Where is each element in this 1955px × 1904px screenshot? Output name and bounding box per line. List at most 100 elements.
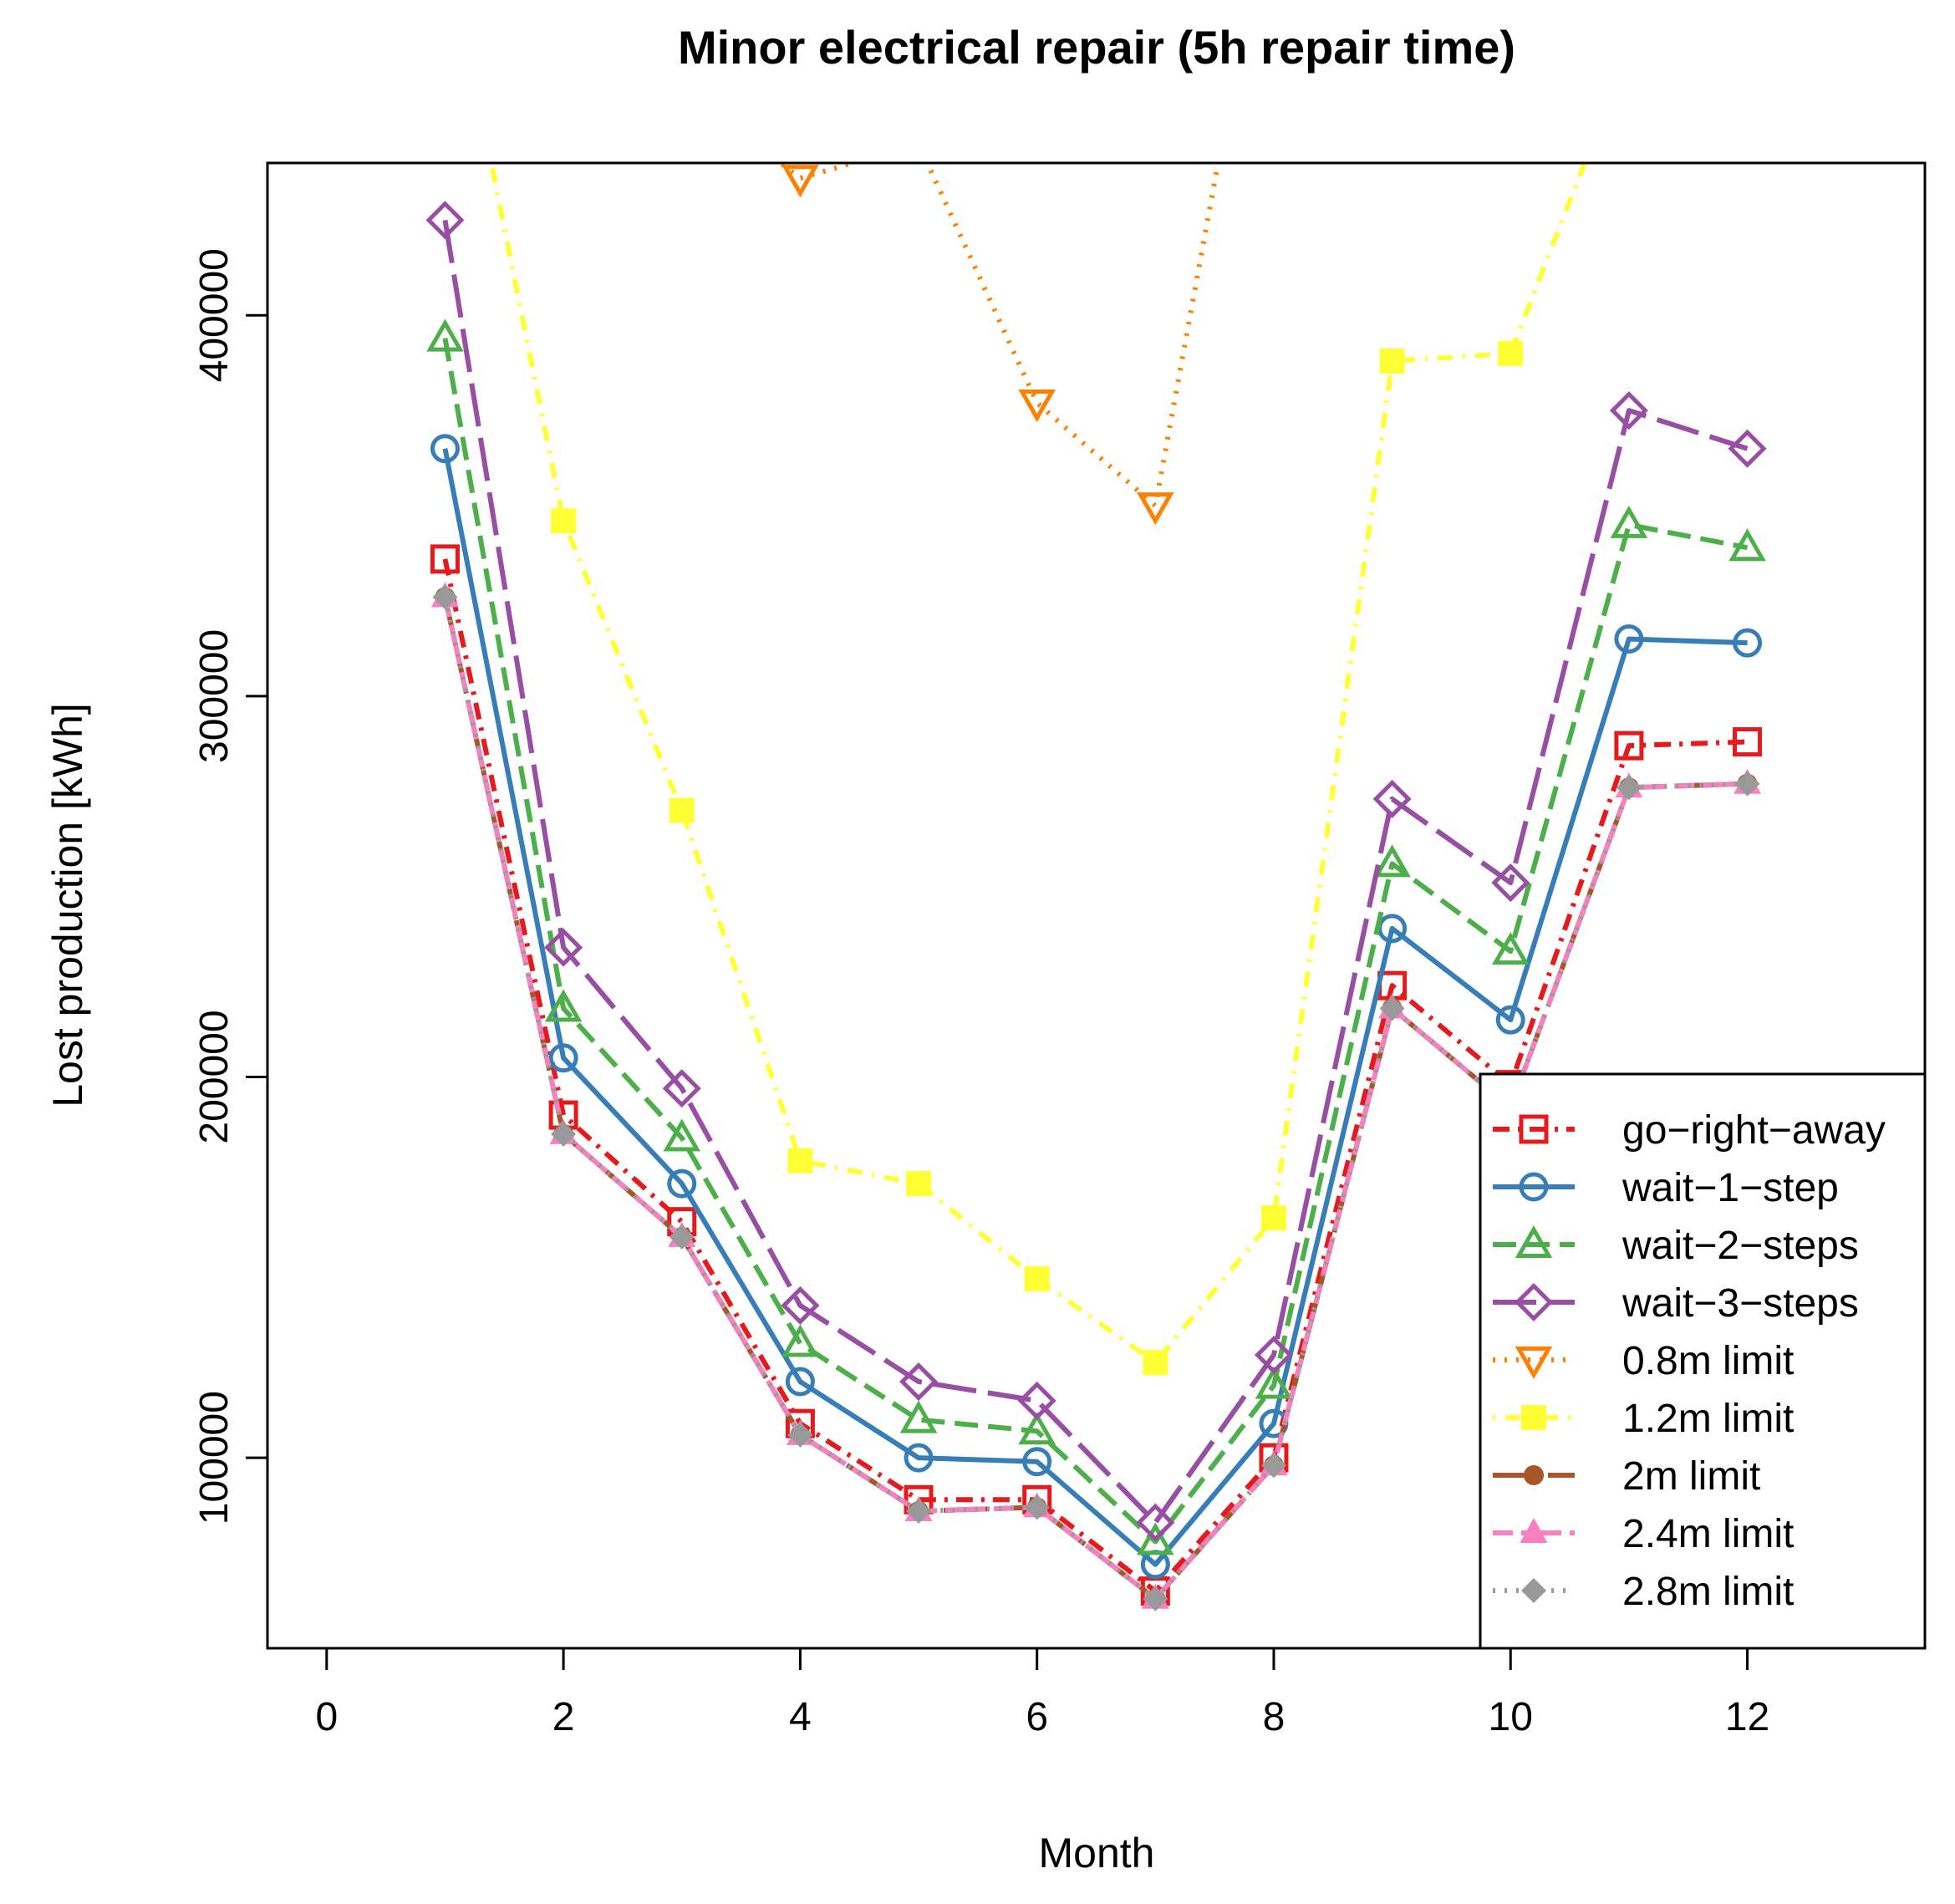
- data-point: [1137, 1522, 1174, 1555]
- data-point: [1491, 863, 1530, 903]
- series-line: [442, 448, 1748, 1567]
- legend-marker: [1521, 1405, 1546, 1430]
- data-point: [1260, 1205, 1286, 1231]
- data-point: [1734, 771, 1760, 797]
- legend-box: [1479, 1072, 1927, 1650]
- series-line: [442, 219, 1749, 1525]
- data-point: [430, 434, 460, 464]
- legend-label: wait−1−step: [1622, 1166, 1839, 1210]
- legend-item: 2.4m limit: [1493, 1512, 1794, 1556]
- data-point: [787, 1148, 813, 1173]
- data-point: [1728, 528, 1766, 562]
- x-axis: 0 2 4 6 8 10 12: [315, 1647, 1769, 1739]
- data-point: [1254, 1336, 1293, 1375]
- data-point: [1018, 1412, 1056, 1445]
- data-point: [1024, 1266, 1050, 1292]
- data-point: [781, 1324, 819, 1357]
- data-point: [1379, 995, 1405, 1021]
- legend-marker: [1521, 1578, 1546, 1603]
- data-point: [1498, 340, 1524, 366]
- series-line: [442, 596, 1748, 1601]
- data-point: [662, 1069, 701, 1108]
- legend-item: wait−1−step: [1493, 1166, 1839, 1210]
- legend-item: wait−2−steps: [1493, 1224, 1859, 1268]
- series-line: [776, 163, 1221, 509]
- legend-marker: [1514, 1282, 1554, 1322]
- y-tick-label: 300000: [192, 629, 237, 763]
- data-point: [1137, 492, 1174, 526]
- legend-marker: [1519, 1114, 1549, 1144]
- data-point: [667, 1168, 697, 1199]
- x-tick-label: 6: [1026, 1695, 1048, 1739]
- data-point: [781, 165, 819, 198]
- data-point: [1018, 389, 1056, 423]
- x-tick-label: 2: [552, 1695, 575, 1739]
- data-point: [430, 544, 460, 574]
- chart-title: Minor electrical repair (5h repair time): [678, 21, 1515, 74]
- series-3: [425, 201, 1767, 1542]
- data-point: [906, 1498, 932, 1524]
- data-point: [1136, 1503, 1175, 1542]
- data-point: [1614, 731, 1644, 761]
- data-point: [1017, 1381, 1056, 1420]
- data-point: [781, 1285, 820, 1325]
- data-point: [1379, 348, 1405, 374]
- series-line: [442, 558, 1748, 1594]
- legend-label: 2m limit: [1622, 1454, 1760, 1499]
- data-point: [548, 1043, 578, 1073]
- data-point: [1733, 628, 1763, 658]
- y-tick-label: 400000: [192, 248, 237, 382]
- data-point: [1614, 624, 1644, 654]
- x-tick-label: 12: [1725, 1695, 1769, 1739]
- legend: go−right−away wait−1−step wait−2−steps wait…: [1479, 1072, 1927, 1650]
- data-point: [1024, 1494, 1050, 1520]
- data-point: [669, 1224, 695, 1250]
- series-8: [432, 584, 1760, 1611]
- x-tick-label: 0: [315, 1695, 338, 1739]
- data-point: [663, 1118, 701, 1152]
- data-point: [1609, 391, 1648, 430]
- legend-marker: [1515, 1347, 1553, 1380]
- data-point: [425, 201, 465, 240]
- data-point: [669, 797, 695, 823]
- legend-label: 0.8m limit: [1622, 1339, 1794, 1383]
- data-point: [918, 163, 919, 164]
- legend-item: go−right−away: [1493, 1108, 1886, 1153]
- data-point: [787, 1422, 813, 1448]
- data-point: [1373, 844, 1411, 878]
- x-tick-label: 4: [789, 1695, 812, 1739]
- data-point: [1616, 775, 1642, 801]
- series-4: [776, 163, 1221, 526]
- data-point: [1260, 1453, 1286, 1479]
- data-point: [1255, 1366, 1293, 1399]
- data-point: [906, 1171, 932, 1197]
- data-point: [426, 318, 464, 352]
- legend-marker: [1515, 1224, 1553, 1258]
- series-5: [488, 163, 1587, 1376]
- data-point: [899, 1362, 939, 1402]
- data-point: [1143, 1350, 1168, 1376]
- data-point: [544, 928, 583, 967]
- data-point: [785, 1367, 815, 1397]
- data-point: [1022, 1447, 1052, 1477]
- legend-marker: [1524, 1465, 1544, 1485]
- legend-label: 2.8m limit: [1622, 1570, 1794, 1614]
- data-point: [1733, 727, 1763, 757]
- plot-frame: [266, 161, 1927, 1650]
- legend-marker: [1519, 1172, 1549, 1202]
- legend-label: wait−3−steps: [1622, 1281, 1859, 1326]
- x-axis-label: Month: [1039, 1830, 1155, 1876]
- y-axis: 100000 200000 300000 400000: [192, 248, 269, 1525]
- data-point: [432, 584, 458, 610]
- legend-marker: [1520, 1518, 1548, 1543]
- data-point: [1610, 505, 1648, 538]
- legend-label: 2.4m limit: [1622, 1512, 1794, 1556]
- series-2: [426, 318, 1766, 1555]
- data-point: [1728, 429, 1767, 468]
- data-point: [1491, 932, 1530, 965]
- plot-area: [425, 163, 1767, 1611]
- x-tick-label: 8: [1263, 1695, 1286, 1739]
- legend-item: 1.2m limit: [1493, 1397, 1794, 1441]
- y-axis-label: Lost production [kWh]: [44, 703, 91, 1107]
